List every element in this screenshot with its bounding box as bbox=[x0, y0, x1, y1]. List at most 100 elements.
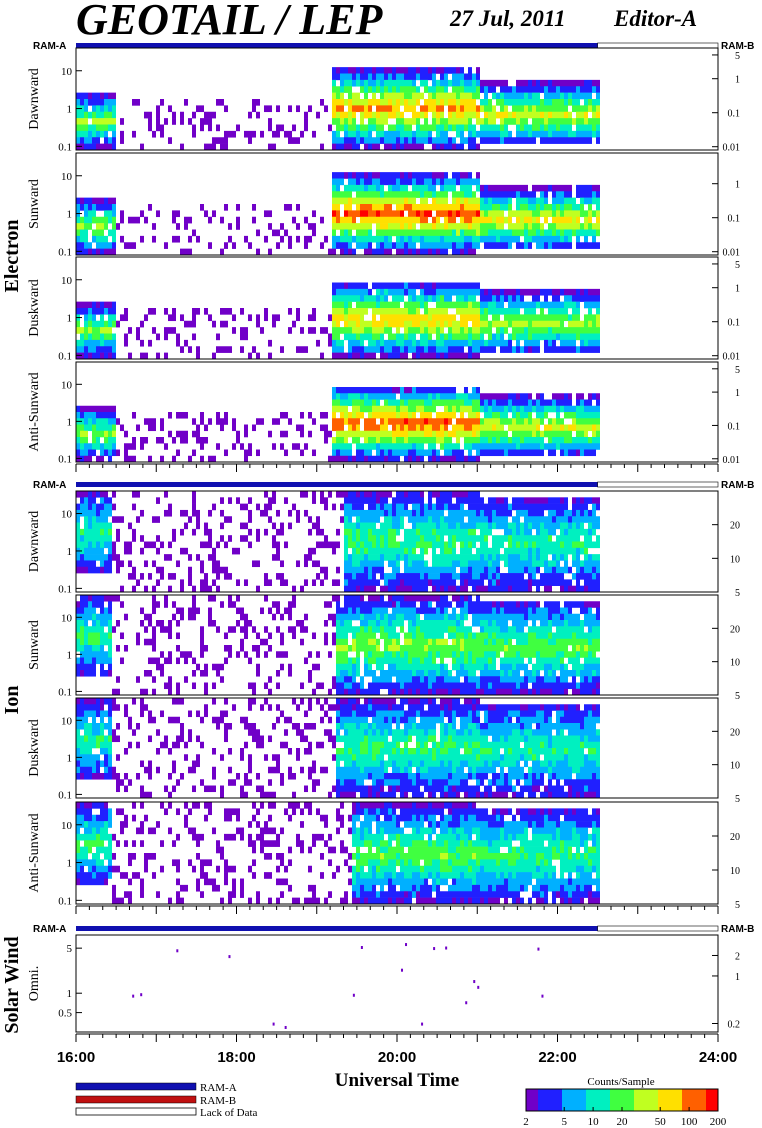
heat-cell bbox=[308, 223, 312, 230]
heat-cell bbox=[528, 210, 532, 218]
heat-cell bbox=[536, 242, 540, 249]
heat-cell bbox=[580, 118, 584, 125]
left-tick-label: 1 bbox=[67, 209, 73, 221]
heat-cell bbox=[140, 443, 144, 450]
heat-cell bbox=[512, 86, 516, 93]
heat-cell bbox=[392, 333, 396, 341]
heat-cell bbox=[356, 92, 360, 100]
heat-cell bbox=[552, 184, 556, 192]
heat-cell bbox=[424, 210, 428, 218]
heat-cell bbox=[372, 418, 376, 425]
heat-cell bbox=[84, 111, 88, 119]
heat-cell bbox=[468, 430, 472, 438]
heat-cell bbox=[412, 547, 416, 555]
heat-cell bbox=[512, 566, 516, 574]
heat-cell bbox=[96, 346, 100, 353]
heat-cell bbox=[248, 111, 252, 119]
heat-cell bbox=[568, 184, 572, 192]
heat-cell bbox=[404, 437, 408, 444]
heat-cell bbox=[544, 197, 548, 205]
heat-cell bbox=[336, 579, 340, 586]
heat-cell bbox=[108, 541, 112, 549]
heat-cell bbox=[396, 497, 400, 504]
heat-cell bbox=[132, 528, 136, 536]
heat-cell bbox=[128, 327, 132, 334]
heat-cell bbox=[484, 191, 488, 198]
heat-cell bbox=[524, 541, 528, 549]
heat-cell bbox=[552, 418, 556, 425]
heat-cell bbox=[96, 595, 100, 602]
heat-cell bbox=[416, 86, 420, 93]
heat-cell bbox=[372, 455, 376, 463]
heat-cell bbox=[344, 522, 348, 530]
heat-cell bbox=[348, 73, 352, 81]
heat-cell bbox=[400, 118, 404, 125]
heat-cell bbox=[520, 503, 524, 511]
heat-cell bbox=[192, 320, 196, 328]
heat-cell bbox=[104, 613, 108, 621]
heat-cell bbox=[88, 607, 92, 615]
heat-cell bbox=[596, 585, 600, 593]
heat-cell bbox=[496, 235, 500, 243]
heat-cell bbox=[440, 124, 444, 132]
heat-cell bbox=[108, 430, 112, 438]
heat-cell bbox=[312, 229, 316, 237]
heat-cell bbox=[452, 111, 456, 119]
heat-cell bbox=[500, 320, 504, 328]
heat-cell bbox=[528, 579, 532, 586]
heat-cell bbox=[392, 437, 396, 444]
heat-cell bbox=[596, 566, 600, 574]
heat-cell bbox=[496, 333, 500, 341]
right-tick-label: 1 bbox=[735, 180, 740, 191]
heat-cell bbox=[360, 327, 364, 334]
heat-cell bbox=[468, 547, 472, 555]
heat-cell bbox=[556, 443, 560, 450]
heat-cell bbox=[432, 67, 436, 74]
heat-cell bbox=[344, 204, 348, 211]
heat-cell bbox=[348, 443, 352, 450]
heat-cell bbox=[388, 516, 392, 523]
heat-cell bbox=[540, 393, 544, 400]
heat-cell bbox=[392, 288, 396, 296]
heat-cell bbox=[568, 443, 572, 450]
heat-cell bbox=[420, 105, 424, 113]
heat-cell bbox=[388, 111, 392, 119]
heat-cell bbox=[340, 124, 344, 132]
heat-cell bbox=[412, 491, 416, 498]
heat-cell bbox=[152, 516, 156, 523]
heat-cell bbox=[544, 541, 548, 549]
heat-cell bbox=[400, 172, 404, 179]
heat-cell bbox=[580, 92, 584, 100]
right-tick-label: 5 bbox=[735, 51, 740, 62]
heat-cell bbox=[448, 528, 452, 536]
heat-cell bbox=[348, 497, 352, 504]
heat-cell bbox=[564, 430, 568, 438]
heat-cell bbox=[576, 216, 580, 224]
heat-cell bbox=[552, 541, 556, 549]
heat-cell bbox=[80, 657, 84, 665]
heat-cell bbox=[440, 118, 444, 125]
heat-cell bbox=[476, 111, 480, 119]
heat-cell bbox=[556, 210, 560, 218]
heat-cell bbox=[476, 79, 480, 87]
heat-cell bbox=[404, 327, 408, 334]
heat-cell bbox=[84, 235, 88, 243]
heat-cell bbox=[420, 535, 424, 542]
heat-cell bbox=[552, 443, 556, 450]
heat-cell bbox=[448, 346, 452, 353]
heat-cell bbox=[108, 229, 112, 237]
heat-cell bbox=[360, 130, 364, 138]
heat-cell bbox=[216, 99, 220, 106]
heat-cell bbox=[420, 67, 424, 74]
heat-cell bbox=[340, 301, 344, 309]
heat-cell bbox=[596, 242, 600, 249]
heat-cell bbox=[372, 67, 376, 74]
heat-cell bbox=[592, 405, 596, 413]
heat-cell bbox=[88, 522, 92, 530]
heat-cell bbox=[160, 541, 164, 549]
heat-cell bbox=[484, 118, 488, 125]
panel-ylabel: Dawnward bbox=[27, 511, 42, 572]
heat-cell bbox=[588, 242, 592, 249]
heat-cell bbox=[420, 541, 424, 549]
heat-cell bbox=[420, 585, 424, 593]
